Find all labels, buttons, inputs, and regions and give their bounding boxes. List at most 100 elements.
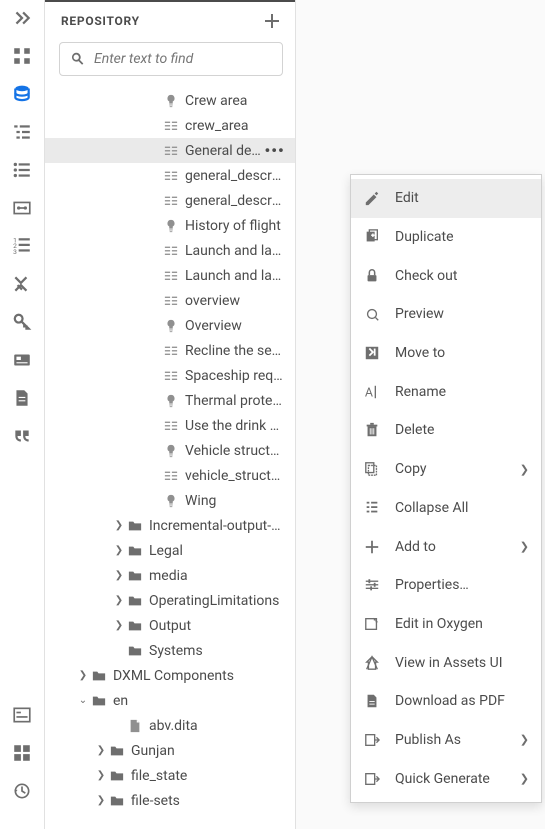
ctx-delete[interactable]: Delete: [351, 411, 541, 450]
folder-icon: [127, 544, 143, 558]
rail-expand-icon[interactable]: [12, 8, 32, 28]
rail-database-icon[interactable]: [12, 84, 32, 104]
ctx-assets[interactable]: View in Assets UI: [351, 643, 541, 682]
chevron-right-icon[interactable]: ❯: [113, 520, 125, 531]
ctx-preview[interactable]: Preview: [351, 295, 541, 334]
topic-icon: [163, 444, 179, 458]
tree-node[interactable]: general_description•••: [45, 163, 295, 188]
tree-node[interactable]: ❯OperatingLimitations•••: [45, 588, 295, 613]
tree-node-label: Systems: [149, 643, 285, 659]
rail-list-icon[interactable]: [12, 160, 32, 180]
tree-node-label: en: [113, 693, 285, 709]
folder-icon: [109, 744, 125, 758]
rail-form-icon[interactable]: [12, 705, 32, 725]
ctx-props[interactable]: Properties…: [351, 566, 541, 605]
rail-link-panel-icon[interactable]: [12, 198, 32, 218]
tree-node[interactable]: ❯Output•••: [45, 613, 295, 638]
tree-node[interactable]: vehicle_structure•••: [45, 463, 295, 488]
panel-title: REPOSITORY: [61, 14, 140, 28]
ctx-copy[interactable]: Copy❯: [351, 450, 541, 489]
svg-text:3: 3: [13, 248, 17, 256]
tree-node[interactable]: Vehicle structure•••: [45, 438, 295, 463]
tree-node[interactable]: abv.dita•••: [45, 713, 295, 738]
map-icon: [163, 244, 179, 258]
rail-quote-icon[interactable]: [12, 426, 32, 446]
tree-node[interactable]: History of flight•••: [45, 213, 295, 238]
chevron-right-icon[interactable]: ❯: [113, 545, 125, 556]
chevron-right-icon[interactable]: ❯: [95, 795, 107, 806]
assets-icon: [363, 654, 381, 672]
ctx-quickgen[interactable]: Quick Generate❯: [351, 759, 541, 798]
tree-node[interactable]: Thermal protection•••: [45, 388, 295, 413]
tree-node[interactable]: ❯file_state•••: [45, 763, 295, 788]
search-box[interactable]: [59, 42, 283, 76]
tree-node-label: OperatingLimitations: [149, 593, 285, 609]
tree-node[interactable]: ❯file-sets•••: [45, 788, 295, 813]
rail-history-icon[interactable]: [12, 781, 32, 801]
ctx-moveto[interactable]: Move to: [351, 334, 541, 373]
ctx-duplicate[interactable]: Duplicate: [351, 218, 541, 257]
quickgen-icon: [363, 770, 381, 788]
tree-node-label: general_description: [185, 168, 285, 184]
tree-node[interactable]: ⌄en•••: [45, 688, 295, 713]
more-button[interactable]: •••: [265, 141, 285, 160]
ctx-add[interactable]: Add to❯: [351, 527, 541, 566]
rail-xy-icon[interactable]: [12, 274, 32, 294]
tree-node[interactable]: general_description•••: [45, 188, 295, 213]
rail-key-icon[interactable]: [12, 312, 32, 332]
add-button[interactable]: [263, 12, 281, 30]
rail-grid-icon[interactable]: [12, 46, 32, 66]
tree-node[interactable]: General description•••: [45, 138, 295, 163]
rail-card-icon[interactable]: [12, 350, 32, 370]
tree-node[interactable]: overview•••: [45, 288, 295, 313]
tree-node[interactable]: Recline the seats•••: [45, 338, 295, 363]
tree-node[interactable]: Launch and landing site•••: [45, 238, 295, 263]
ctx-publish[interactable]: Publish As❯: [351, 721, 541, 760]
ctx-oxygen[interactable]: Edit in Oxygen: [351, 605, 541, 644]
rail-outline-icon[interactable]: [12, 122, 32, 142]
chevron-right-icon[interactable]: ❯: [95, 745, 107, 756]
ctx-rename[interactable]: ARename: [351, 372, 541, 411]
tree-node[interactable]: Overview•••: [45, 313, 295, 338]
ctx-pdf[interactable]: Download as PDF: [351, 682, 541, 721]
tree-node[interactable]: Crew area•••: [45, 88, 295, 113]
tree-node[interactable]: Launch and landing site•••: [45, 263, 295, 288]
rail-doc-icon[interactable]: [12, 388, 32, 408]
tree-node-label: Gunjan: [131, 743, 285, 759]
tree-node[interactable]: Use the drink dispenser•••: [45, 413, 295, 438]
tree-node[interactable]: ❯DXML Components•••: [45, 663, 295, 688]
chevron-right-icon[interactable]: ❯: [77, 670, 89, 681]
ctx-collapse[interactable]: Collapse All: [351, 489, 541, 528]
tree-node[interactable]: ❯Incremental-output-sample•••: [45, 513, 295, 538]
ctx-label: Edit: [395, 190, 529, 206]
chevron-right-icon[interactable]: ❯: [113, 570, 125, 581]
moveto-icon: [363, 344, 381, 362]
ctx-edit[interactable]: Edit: [351, 179, 541, 218]
folder-icon: [127, 594, 143, 608]
delete-icon: [363, 421, 381, 439]
tree-node[interactable]: Wing•••: [45, 488, 295, 513]
tree-node[interactable]: ❯Gunjan•••: [45, 738, 295, 763]
tree-node[interactable]: Spaceship requirements•••: [45, 363, 295, 388]
ctx-lock[interactable]: Check out: [351, 256, 541, 295]
chevron-right-icon[interactable]: ❯: [95, 770, 107, 781]
chevron-down-icon[interactable]: ⌄: [77, 695, 89, 706]
tree-node-label: Incremental-output-sample: [149, 518, 285, 534]
tree-node[interactable]: Systems•••: [45, 638, 295, 663]
ctx-label: Rename: [395, 384, 529, 400]
tree-node[interactable]: ❯media•••: [45, 563, 295, 588]
folder-icon: [127, 519, 143, 533]
chevron-right-icon[interactable]: ❯: [113, 595, 125, 606]
search-input[interactable]: [94, 51, 272, 67]
map-icon: [163, 294, 179, 308]
folder-icon: [91, 694, 107, 708]
ctx-label: Duplicate: [395, 229, 529, 245]
tree-node-label: file-sets: [131, 793, 285, 809]
ctx-label: Properties…: [395, 577, 529, 593]
chevron-right-icon[interactable]: ❯: [113, 620, 125, 631]
tree-node[interactable]: ❯Legal•••: [45, 538, 295, 563]
tree-node[interactable]: crew_area•••: [45, 113, 295, 138]
rail-numbered-list-icon[interactable]: 123: [12, 236, 32, 256]
left-rail: 123: [0, 0, 45, 829]
rail-apps-icon[interactable]: [12, 743, 32, 763]
